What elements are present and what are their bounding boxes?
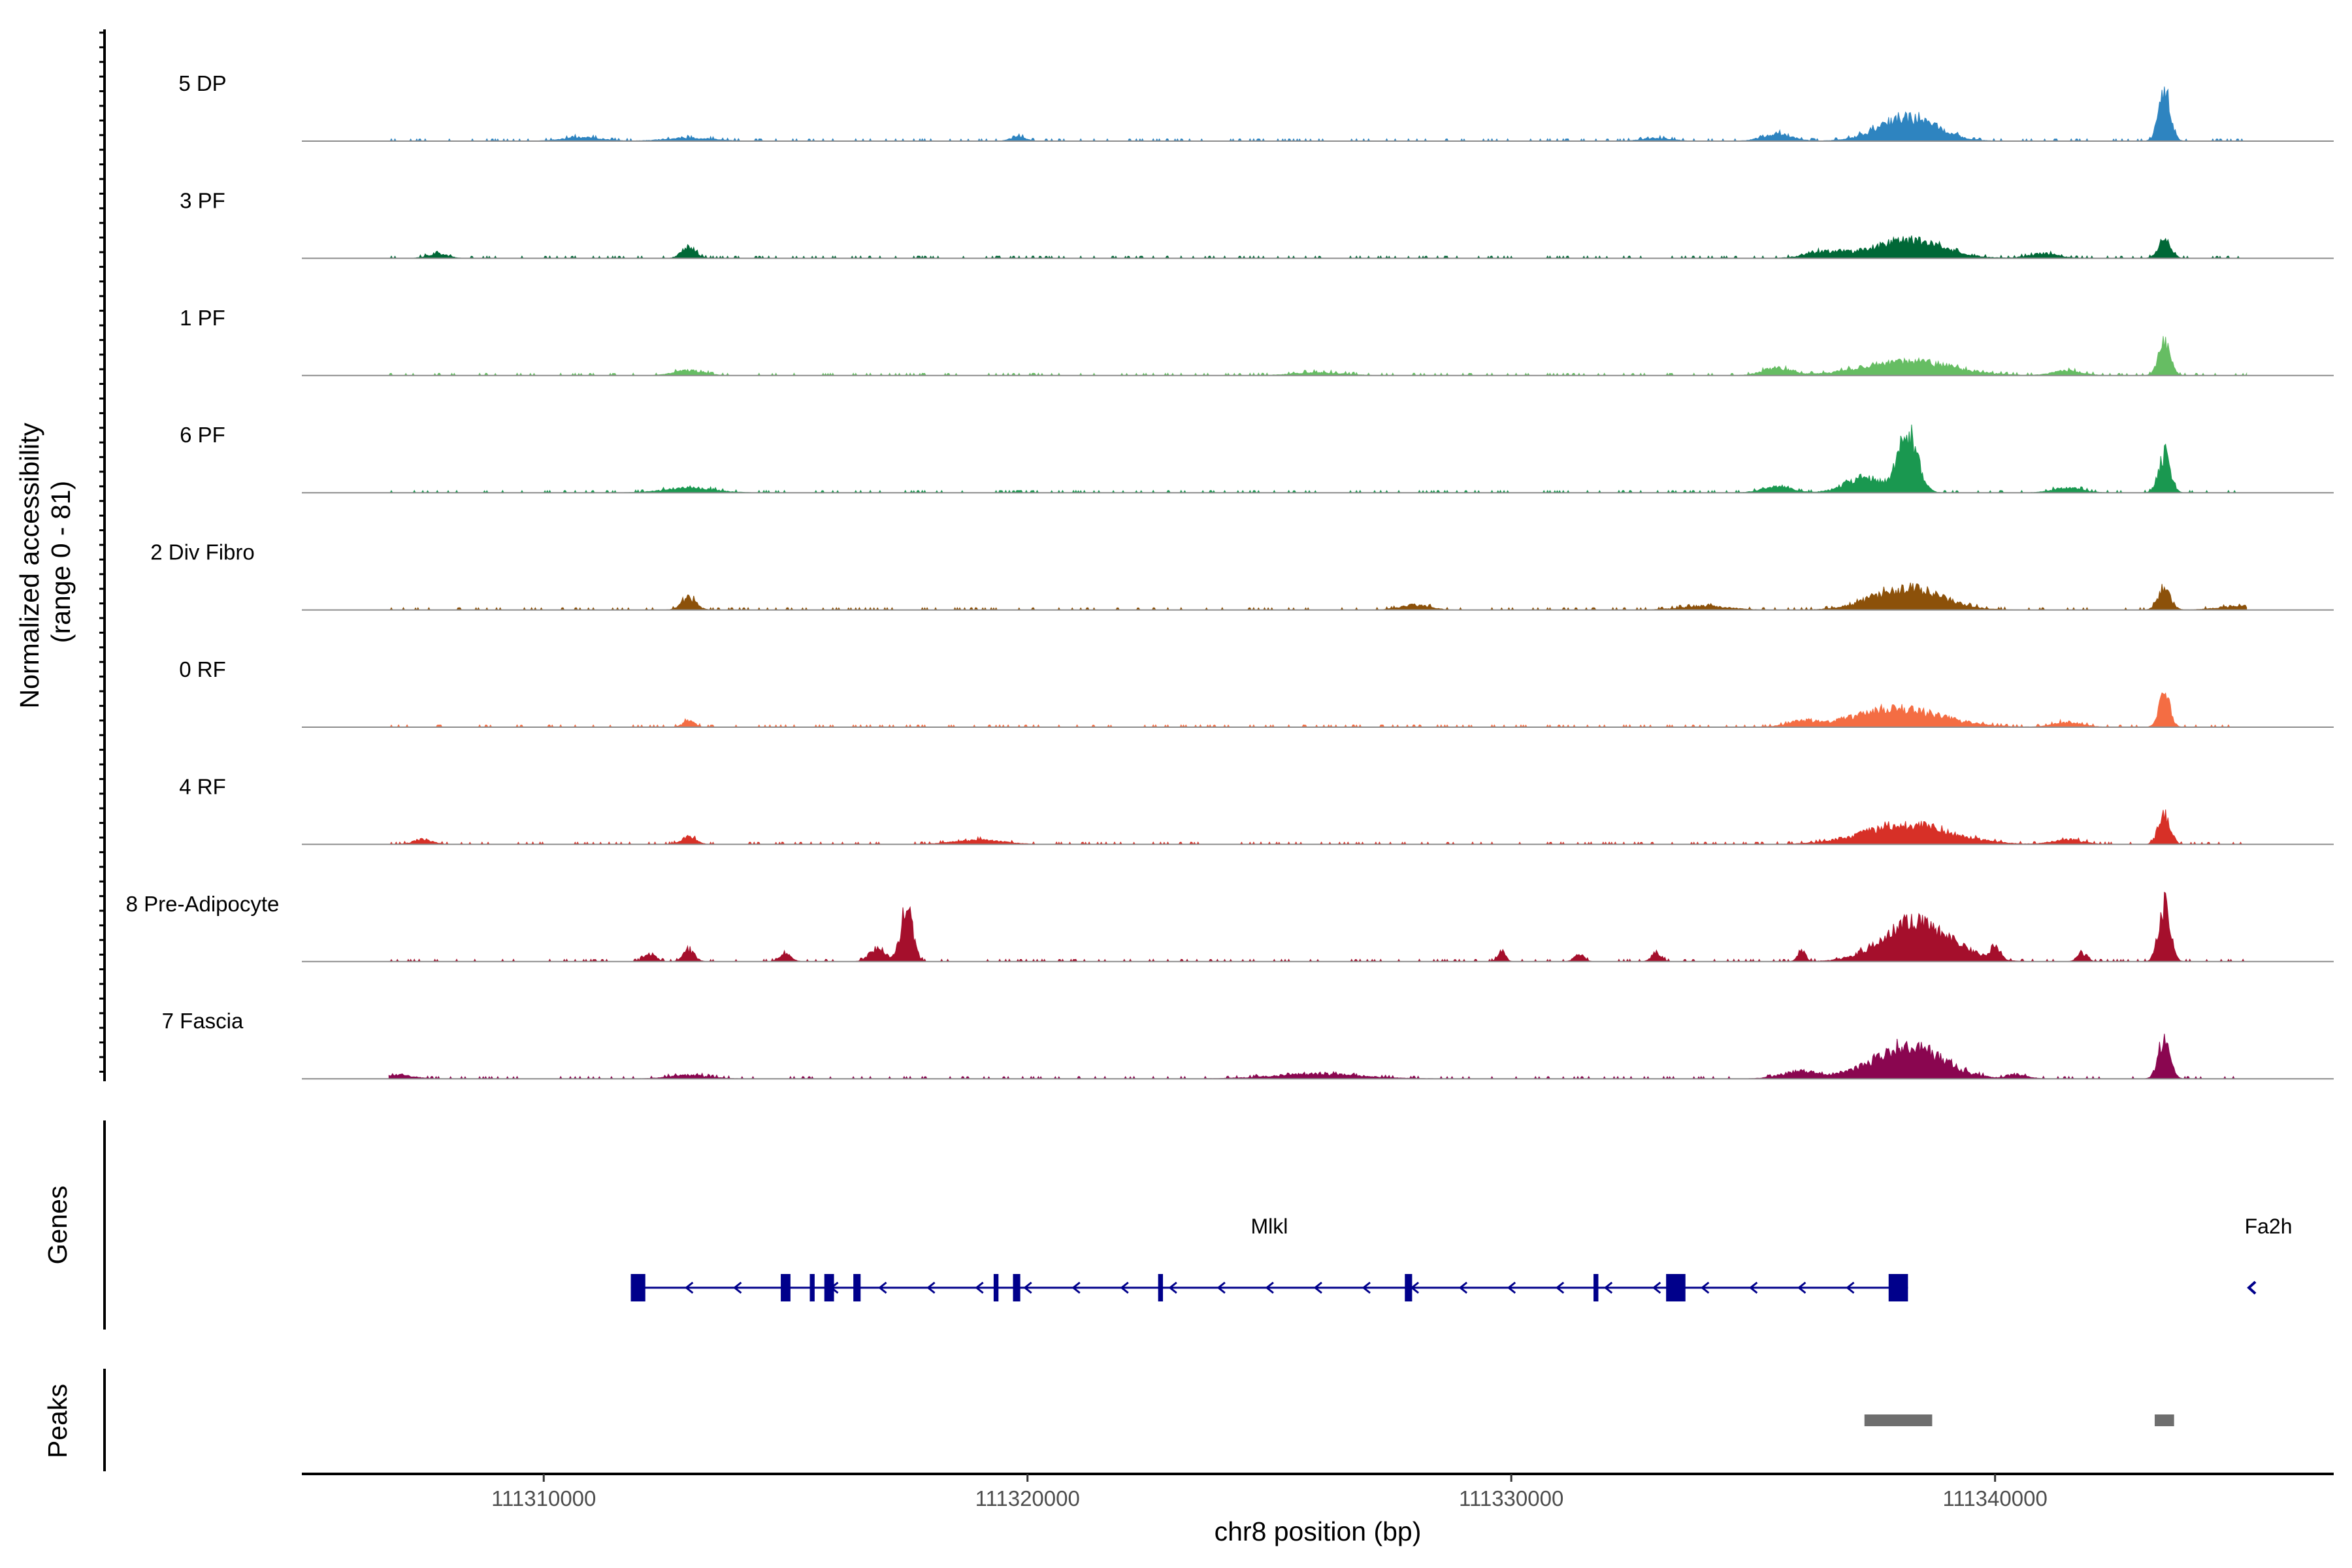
track-label: 5 DP — [178, 71, 226, 95]
gene-fa2h: Fa2h — [2245, 1215, 2293, 1295]
strand-arrow — [1507, 1281, 1516, 1294]
strand-arrow — [1458, 1281, 1468, 1294]
exon — [853, 1274, 861, 1301]
coverage-area — [388, 336, 2247, 376]
exon — [1013, 1274, 1021, 1301]
track-6: 0 RF — [179, 657, 2334, 728]
coverage-area — [389, 424, 2247, 494]
gene-label: Fa2h — [2245, 1215, 2293, 1238]
exon — [824, 1274, 834, 1301]
peak-region — [2155, 1414, 2174, 1426]
track-label: 7 Fascia — [162, 1009, 244, 1033]
track-1: 5 DP — [178, 71, 2334, 142]
exon — [809, 1274, 815, 1301]
x-tick-label: 111320000 — [975, 1486, 1080, 1511]
track-3: 1 PF — [180, 306, 2334, 376]
coverage-tracks: 5 DP 3 PF 1 PF 6 PF 2 Div Fibro 0 RF 4 RF 8 Pre… — [126, 71, 2334, 1080]
strand-arrow — [1217, 1281, 1226, 1294]
x-axis-ticks: 111310000 111320000 111330000 111340000 — [491, 1474, 2048, 1511]
x-tick-label: 111330000 — [1459, 1486, 1563, 1511]
track-label: 8 Pre-Adipocyte — [126, 892, 280, 916]
coverage-area — [389, 891, 2247, 962]
track-4: 6 PF — [180, 423, 2334, 494]
strand-arrow — [684, 1281, 694, 1294]
strand-arrow — [1362, 1281, 1371, 1294]
strand-arrow — [1313, 1281, 1322, 1294]
gene-label: Mlkl — [1251, 1215, 1288, 1238]
strand-arrow — [1168, 1281, 1177, 1294]
strand-arrow — [1555, 1281, 1565, 1294]
coverage-area — [389, 692, 2247, 728]
strand-arrow — [1700, 1281, 1710, 1294]
exon — [1888, 1274, 1908, 1301]
exon — [781, 1274, 791, 1301]
strand-arrow — [878, 1281, 887, 1294]
strand-arrow — [1265, 1281, 1274, 1294]
track-label: 1 PF — [180, 306, 225, 330]
exon — [1666, 1274, 1686, 1301]
track-7: 4 RF — [179, 774, 2334, 845]
track-label: 3 PF — [180, 188, 225, 212]
x-tick-label: 111340000 — [1943, 1486, 2048, 1511]
x-tick-label: 111310000 — [491, 1486, 596, 1511]
track-5: 2 Div Fibro — [150, 540, 2334, 611]
track-9: 7 Fascia — [162, 1009, 2334, 1080]
x-axis-title: chr8 position (bp) — [1215, 1516, 1422, 1546]
strand-arrow — [1023, 1281, 1032, 1294]
strand-arrow — [1749, 1281, 1758, 1294]
track-8: 8 Pre-Adipocyte — [126, 892, 2334, 962]
coverage-area — [388, 1034, 2247, 1080]
peaks-track-label: Peaks — [42, 1384, 73, 1458]
track-label: 2 Div Fibro — [150, 540, 255, 564]
track-label: 0 RF — [179, 657, 226, 681]
track-label: 6 PF — [180, 423, 225, 447]
exon — [1158, 1274, 1164, 1301]
coverage-area — [389, 86, 2247, 142]
strand-arrow — [926, 1281, 936, 1294]
track-2: 3 PF — [180, 188, 2334, 259]
strand-arrow — [1071, 1281, 1081, 1294]
gene-mlkl: Mlkl — [630, 1215, 1908, 1301]
strand-arrow — [1652, 1281, 1661, 1294]
exon — [993, 1274, 999, 1301]
y-axis-title: Normalized accessibility (range 0 - 81) — [14, 416, 76, 709]
genes-track-label: Genes — [42, 1186, 73, 1265]
exon — [1405, 1274, 1413, 1301]
coverage-y-ticks — [99, 31, 105, 1073]
strand-arrow — [1797, 1281, 1806, 1294]
gene-annotations: Mlkl Fa2h — [630, 1215, 2293, 1301]
peak-region — [1864, 1414, 1933, 1426]
track-label: 4 RF — [179, 774, 226, 798]
coverage-area — [389, 235, 2247, 259]
exon — [630, 1274, 645, 1301]
coverage-area — [389, 582, 2247, 611]
strand-arrow — [1846, 1281, 1855, 1294]
strand-arrow — [2247, 1281, 2257, 1295]
coverage-area — [389, 809, 2247, 845]
strand-arrow — [1603, 1281, 1613, 1294]
exon — [1593, 1274, 1599, 1301]
strand-arrow — [1120, 1281, 1129, 1294]
strand-arrow — [975, 1281, 984, 1294]
strand-arrow — [733, 1281, 742, 1294]
peak-regions — [1864, 1414, 2174, 1426]
